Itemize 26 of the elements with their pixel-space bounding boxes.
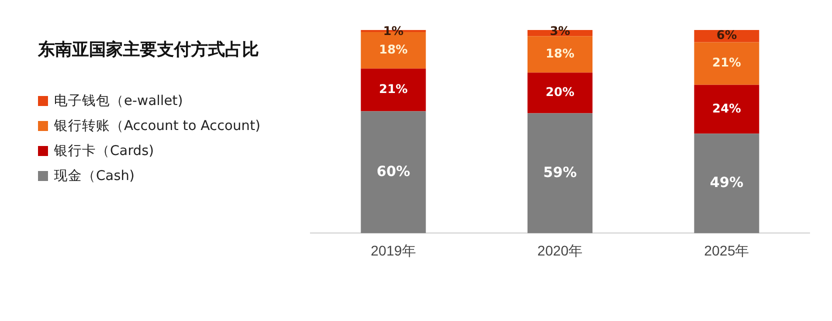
data-label: 49%	[710, 175, 744, 192]
x-tick-label: 2020年	[537, 242, 583, 258]
data-label: 59%	[543, 164, 577, 181]
bar	[694, 84, 760, 134]
bar	[694, 42, 760, 85]
bar	[528, 36, 592, 73]
x-tick-label: 2019年	[370, 242, 416, 258]
data-label: 18%	[378, 42, 408, 56]
bar	[360, 111, 426, 234]
bar	[360, 68, 426, 112]
bar	[528, 113, 592, 234]
x-tick-label: 2025年	[704, 242, 750, 258]
legend-label: 电子钱包（e-wallet)	[54, 92, 183, 110]
data-label: 6%	[716, 28, 737, 42]
data-label: 20%	[546, 85, 574, 100]
text: 东南亚国家主要支付方式占比	[38, 39, 259, 61]
data-label: 60%	[376, 164, 410, 180]
data-label: 21%	[378, 82, 408, 96]
legend-label: 现金（Cash)	[54, 166, 135, 184]
data-label: 21%	[712, 56, 742, 70]
bar	[694, 134, 760, 234]
data-label: 24%	[712, 101, 742, 116]
data-label: 18%	[546, 46, 574, 61]
legend-label: 银行卡（Cards)	[54, 142, 154, 160]
legend-label: 银行转账（Account to Account)	[54, 116, 260, 134]
bar	[528, 72, 592, 114]
